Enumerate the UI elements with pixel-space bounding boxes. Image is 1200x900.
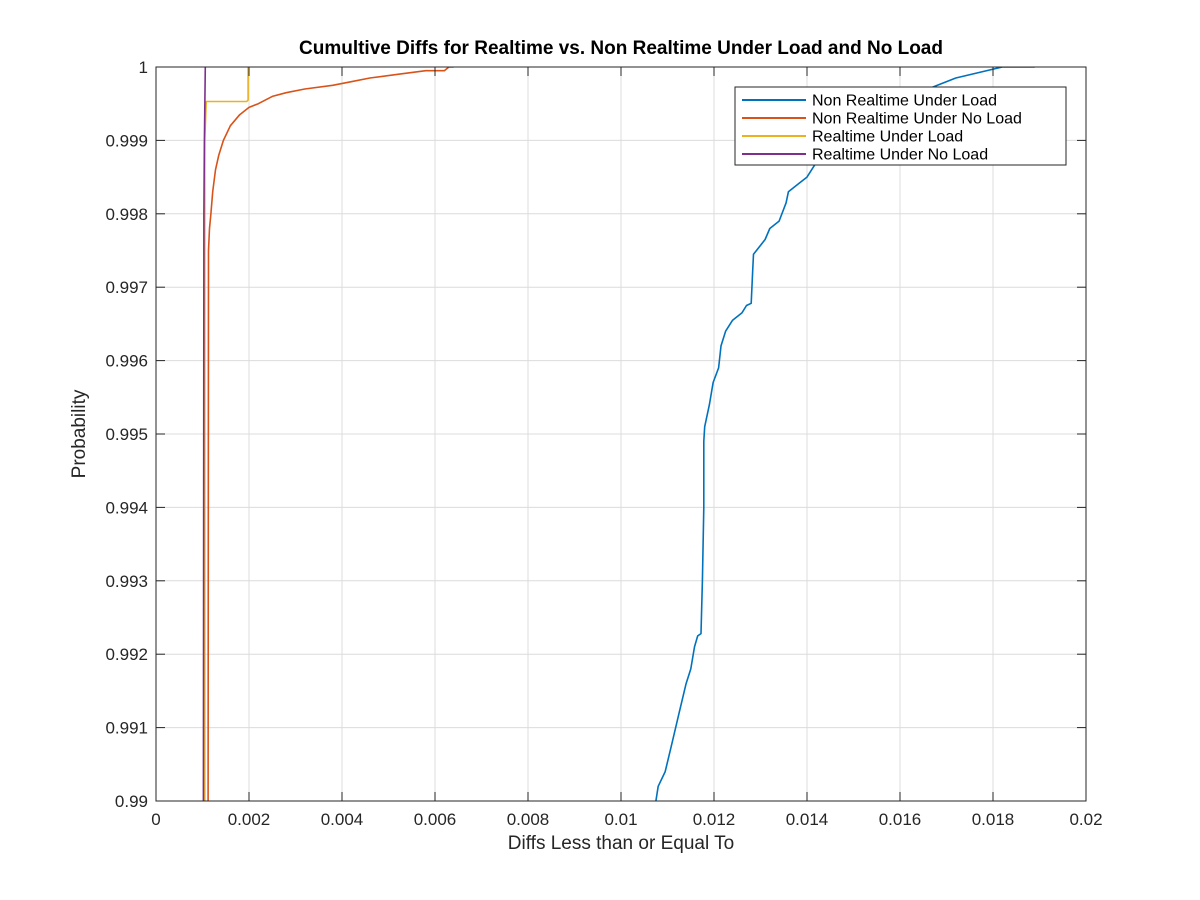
x-tick-label: 0.012 xyxy=(693,810,736,829)
x-tick-label: 0.02 xyxy=(1069,810,1102,829)
x-tick-label: 0.006 xyxy=(414,810,457,829)
x-tick-label: 0.014 xyxy=(786,810,829,829)
x-tick-label: 0.004 xyxy=(321,810,364,829)
y-tick-label: 0.993 xyxy=(105,572,148,591)
y-tick-label: 0.998 xyxy=(105,205,148,224)
y-tick-label: 0.996 xyxy=(105,352,148,371)
y-axis-label: Probability xyxy=(69,389,90,478)
axis-ticks: 0 0.002 0.004 0.006 0.008 0.01 0.012 0.014 0.016… xyxy=(105,58,1102,829)
series-line-2 xyxy=(204,67,249,801)
y-tick-label: 0.999 xyxy=(105,131,148,150)
y-tick-label: 0.991 xyxy=(105,719,148,738)
x-tick-label: 0.01 xyxy=(604,810,637,829)
legend-label-0: Non Realtime Under Load xyxy=(812,93,997,110)
chart-title: Cumultive Diffs for Realtime vs. Non Rea… xyxy=(299,38,943,59)
series-line-3 xyxy=(202,67,207,801)
legend-label-3: Realtime Under No Load xyxy=(812,147,988,164)
y-tick-label: 0.992 xyxy=(105,645,148,664)
y-tick-label: 0.995 xyxy=(105,425,148,444)
x-tick-label: 0.016 xyxy=(879,810,922,829)
x-tick-label: 0.008 xyxy=(507,810,550,829)
x-tick-label: 0 xyxy=(151,810,160,829)
series-line-1 xyxy=(207,67,454,801)
x-tick-label: 0.018 xyxy=(972,810,1015,829)
y-tick-label: 0.994 xyxy=(105,498,148,517)
legend-label-1: Non Realtime Under No Load xyxy=(812,111,1022,128)
x-tick-label: 0.002 xyxy=(228,810,271,829)
y-tick-label: 0.99 xyxy=(115,792,148,811)
y-tick-label: 1 xyxy=(139,58,148,77)
legend-label-2: Realtime Under Load xyxy=(812,129,963,146)
x-axis-label: Diffs Less than or Equal To xyxy=(508,833,734,854)
y-tick-label: 0.997 xyxy=(105,278,148,297)
